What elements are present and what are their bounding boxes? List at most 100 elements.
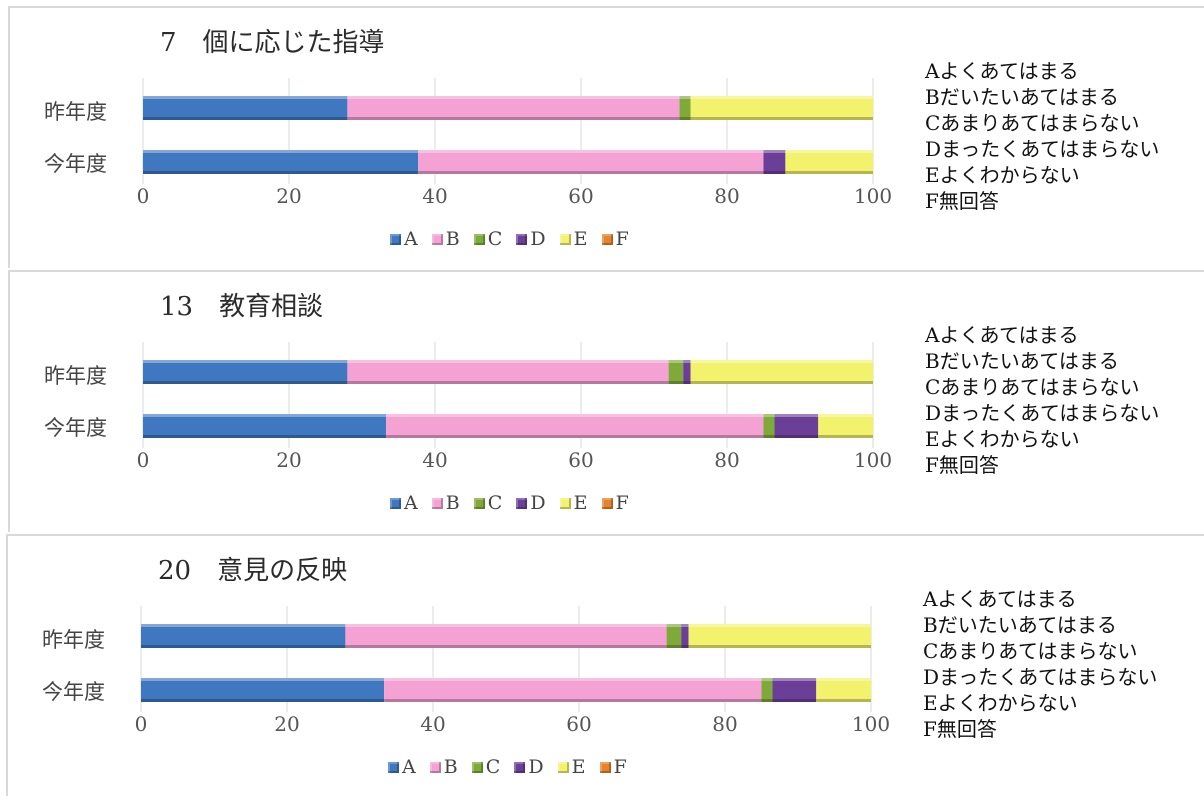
x-tick-label: 0: [136, 184, 150, 208]
bar-bevel-shadow: [683, 381, 691, 384]
legend-item-f: F: [601, 228, 629, 250]
legend-label: D: [530, 492, 546, 514]
bar-bevel-highlight: [688, 624, 871, 627]
legend-label: D: [528, 756, 544, 778]
bar-bevel-highlight: [681, 624, 689, 627]
bar-bevel-highlight: [143, 414, 387, 417]
bar-segment-b: [347, 96, 680, 120]
bar-bevel-shadow: [143, 381, 348, 384]
legend-item-e: E: [559, 228, 588, 250]
bar-bevel-highlight: [141, 624, 346, 627]
key-line-c: Cあまりあてはまらない: [925, 111, 1140, 135]
bar-bevel-shadow: [761, 699, 773, 702]
key-line-a: Aよくあてはまる: [923, 587, 1077, 611]
bar-bevel-highlight: [418, 150, 764, 153]
bar-bevel-highlight: [690, 96, 873, 99]
legend-swatch-b: [431, 234, 443, 245]
bar-segment-d: [772, 678, 817, 702]
legend-label: C: [487, 228, 503, 250]
legend-swatch-f: [599, 762, 611, 773]
legend-item-f: F: [599, 756, 627, 778]
bar-segment-a: [143, 150, 419, 174]
legend-item-a: A: [390, 492, 418, 514]
bar-bevel-highlight: [818, 414, 873, 417]
x-tick-label: 60: [568, 448, 594, 472]
bar-bevel-shadow: [679, 117, 691, 120]
bar-bevel-shadow: [763, 171, 786, 174]
category-label-this-year: 今年度: [42, 680, 105, 704]
bar-segment-a: [141, 678, 385, 702]
x-tick-label: 20: [276, 448, 302, 472]
bar-bevel-shadow: [785, 171, 873, 174]
chart-title: 13 教育相談: [160, 292, 324, 322]
legend-swatch-c: [471, 762, 483, 773]
key-line-e: Eよくわからない: [925, 163, 1080, 187]
bar-bevel-highlight: [143, 360, 348, 363]
key-line-e: Eよくわからない: [925, 427, 1080, 451]
category-label-this-year: 今年度: [44, 416, 107, 440]
bar-segment-b: [345, 624, 667, 648]
x-tick-label: 60: [566, 712, 592, 736]
key-line-f: F無回答: [925, 453, 999, 477]
bar-bevel-shadow: [772, 699, 817, 702]
bar-bevel-highlight: [763, 414, 775, 417]
key-line-c: Cあまりあてはまらない: [923, 639, 1138, 663]
bar-segment-b: [418, 150, 764, 174]
bar-bevel-shadow: [143, 171, 419, 174]
legend-item-e: E: [557, 756, 586, 778]
key-line-b: Bだいたいあてはまる: [923, 613, 1117, 637]
legend-item-a: A: [390, 228, 418, 250]
bar-segment-a: [141, 624, 346, 648]
legend-label: C: [487, 492, 503, 514]
bar-bevel-shadow: [668, 381, 684, 384]
legend-label: A: [404, 492, 418, 514]
legend-item-e: E: [559, 492, 588, 514]
bar-bevel-shadow: [690, 381, 873, 384]
bar-bevel-highlight: [761, 678, 773, 681]
bar-segment-a: [143, 360, 348, 384]
bar-segment-b: [347, 360, 669, 384]
legend-swatch-a: [390, 498, 401, 509]
bar-segment-d: [681, 624, 689, 648]
legend-swatch-a: [390, 234, 401, 245]
legend-label: B: [445, 492, 460, 514]
bar-bevel-highlight: [763, 150, 786, 153]
x-tick-label: 80: [714, 448, 740, 472]
bar-bevel-highlight: [772, 678, 817, 681]
category-label-last-year: 昨年度: [44, 100, 107, 124]
x-tick-label: 80: [714, 184, 740, 208]
key-line-a: Aよくあてはまる: [925, 323, 1079, 347]
legend-swatch-e: [559, 498, 571, 509]
legend-label: E: [571, 756, 586, 778]
bar-segment-c: [763, 414, 775, 438]
legend-item-b: B: [431, 492, 460, 514]
key-line-b: Bだいたいあてはまる: [925, 85, 1119, 109]
bar-bevel-highlight: [690, 360, 873, 363]
chart-legend: A B C D E F: [388, 756, 635, 778]
bar-segment-e: [690, 96, 873, 120]
bar-segment-e: [816, 678, 871, 702]
legend-item-c: C: [471, 756, 500, 778]
bar-segment-d: [763, 150, 786, 174]
chart-title: 20 意見の反映: [158, 556, 348, 586]
bar-bevel-shadow: [347, 381, 669, 384]
chart-legend: A B C D E F: [390, 228, 637, 250]
legend-label: D: [530, 228, 546, 250]
bar-segment-d: [683, 360, 691, 384]
bar-bevel-highlight: [816, 678, 871, 681]
bar-segment-b: [386, 414, 764, 438]
bar-bevel-highlight: [141, 678, 385, 681]
chart-panel-3: 20 意見の反映 昨年度 今年度 0 20 40 60 80 100 A B C…: [6, 534, 1204, 796]
bar-chart-2: [142, 342, 874, 448]
bar-segment-c: [668, 360, 684, 384]
bar-bevel-shadow: [690, 117, 873, 120]
legend-swatch-b: [429, 762, 441, 773]
key-line-f: F無回答: [923, 717, 997, 741]
bar-segment-c: [679, 96, 691, 120]
bar-segment-c: [761, 678, 773, 702]
bar-bevel-highlight: [683, 360, 691, 363]
category-label-this-year: 今年度: [44, 152, 107, 176]
legend-swatch-d: [516, 234, 528, 245]
bar-bevel-shadow: [418, 171, 764, 174]
x-tick-label: 60: [568, 184, 594, 208]
